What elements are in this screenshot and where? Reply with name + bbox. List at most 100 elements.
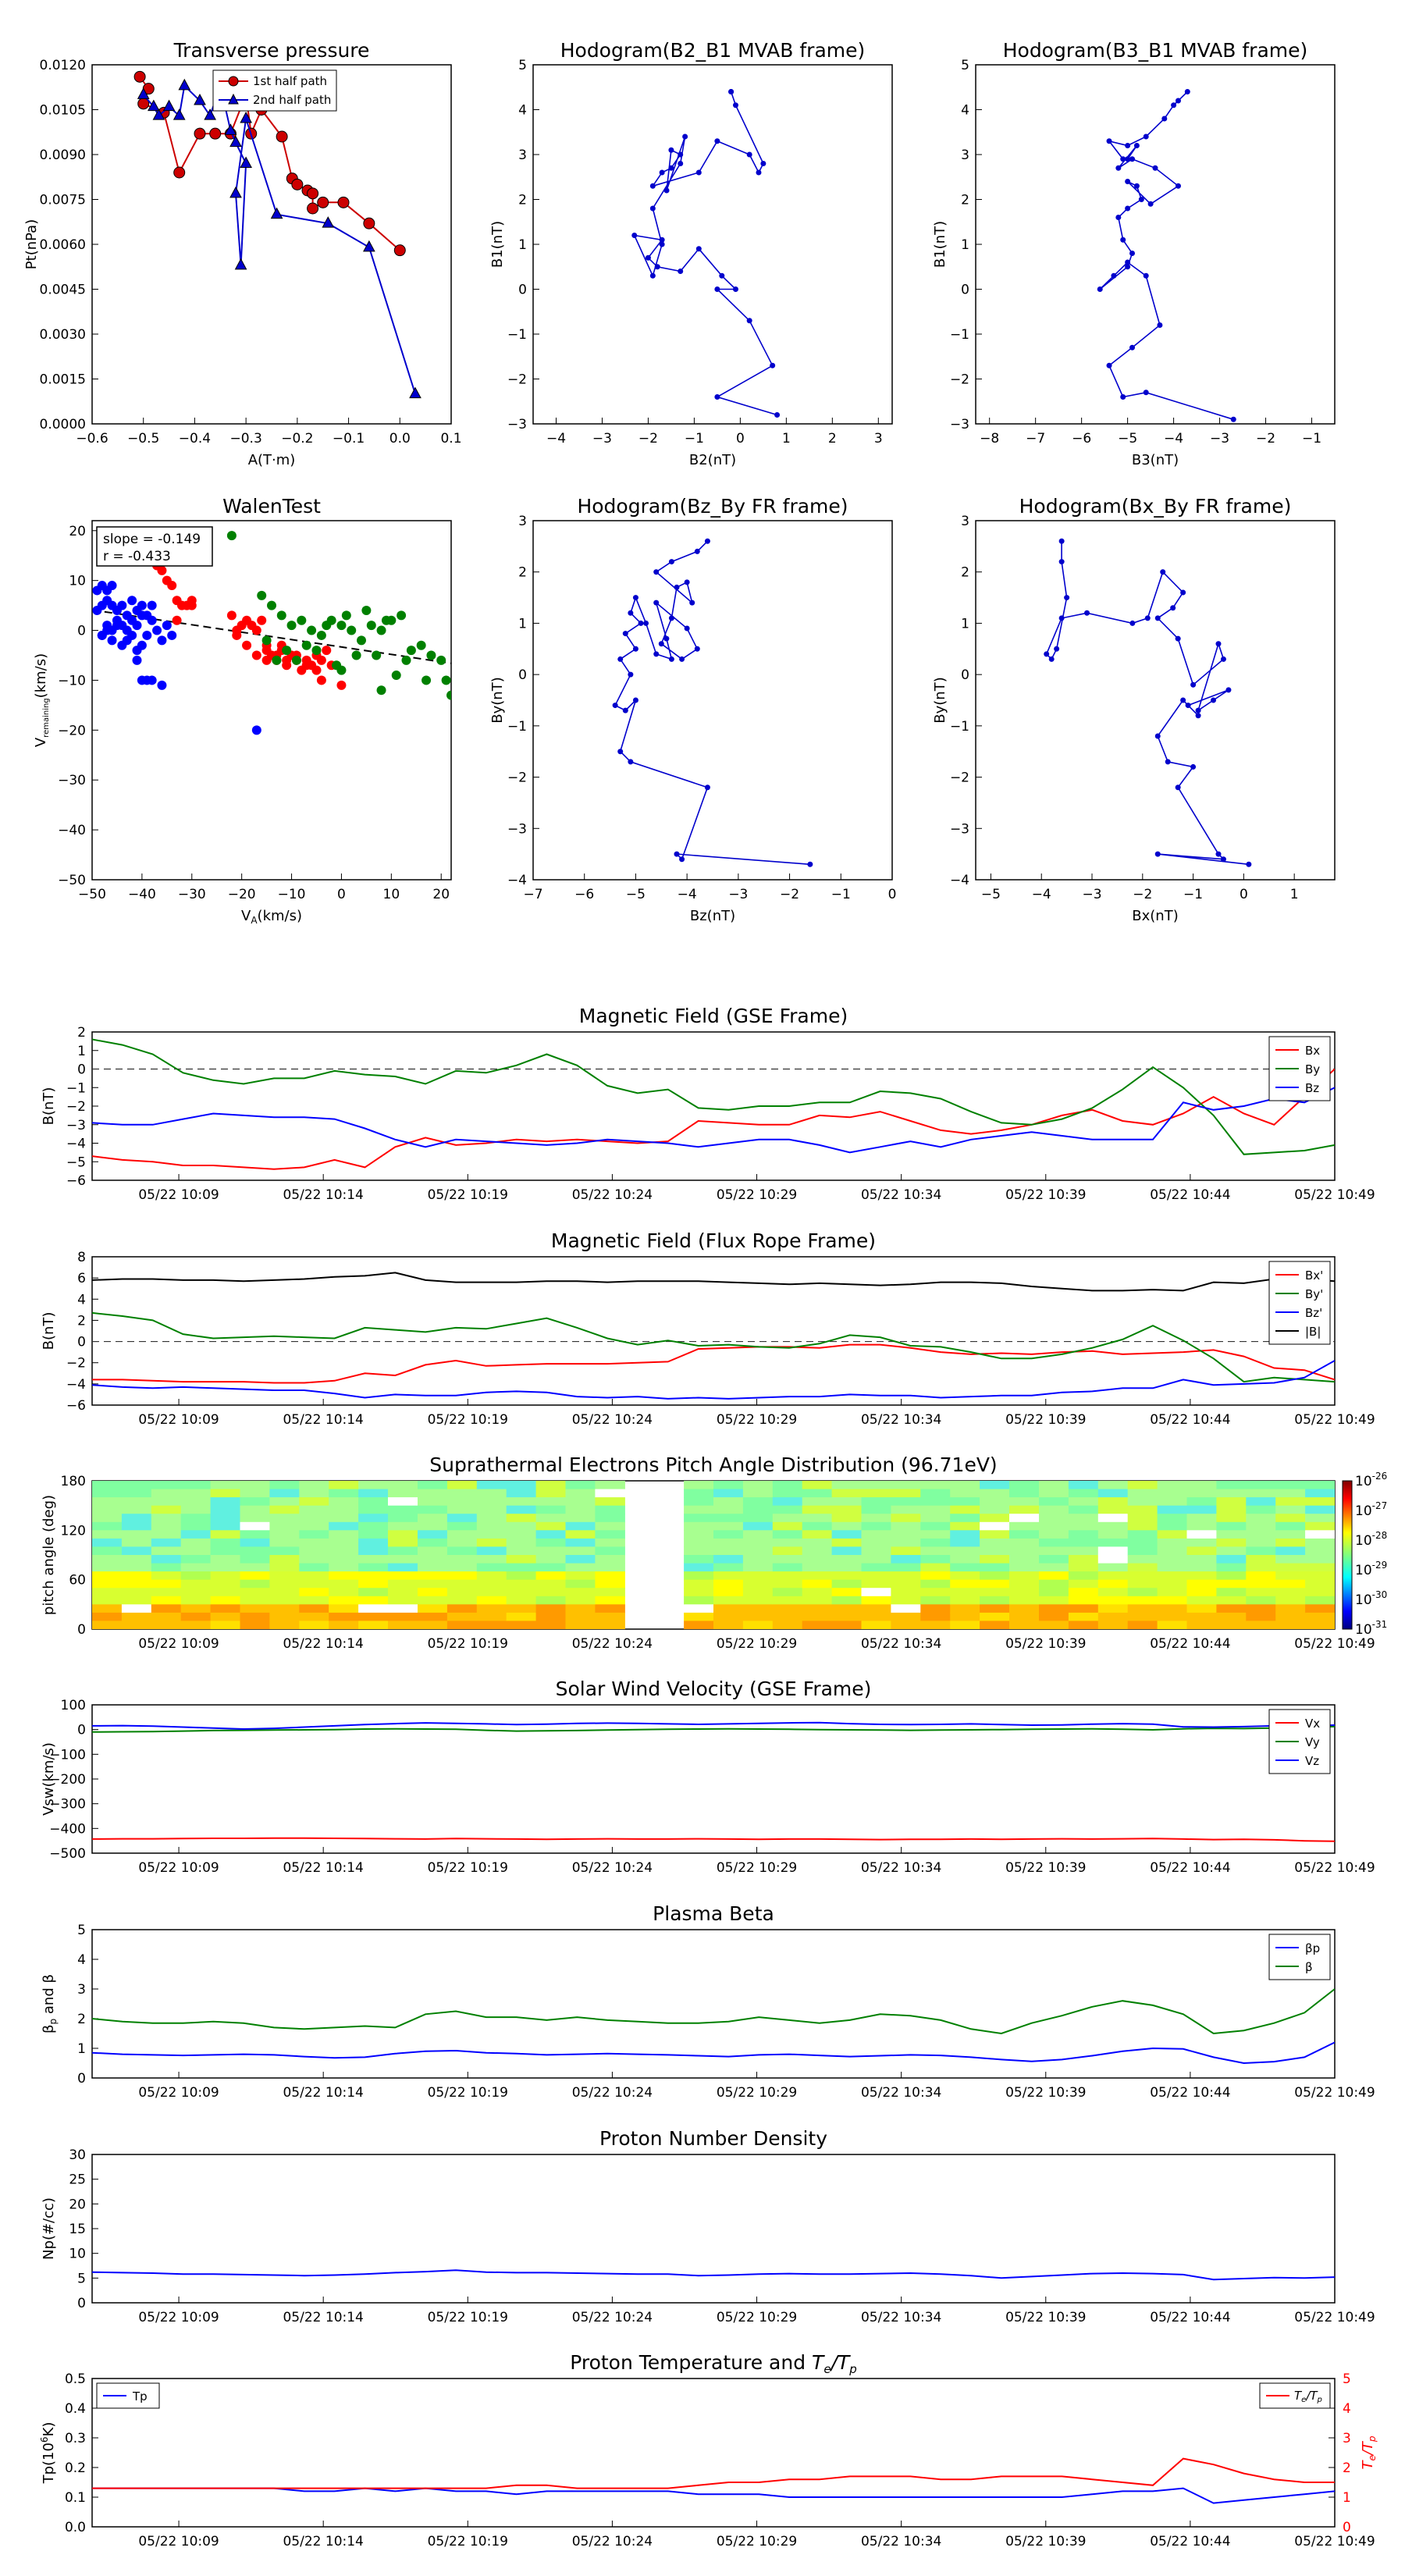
pad-cell	[1039, 1588, 1069, 1597]
pad-cell	[388, 1521, 418, 1531]
pad-cell	[446, 1481, 478, 1490]
walen-point	[172, 615, 182, 625]
pad-cell	[1039, 1530, 1069, 1539]
pad-cell	[980, 1555, 1010, 1564]
h3-point	[704, 538, 710, 544]
pad-cell	[151, 1489, 182, 1498]
walen-point	[226, 531, 237, 541]
pad-cell	[299, 1514, 329, 1523]
pad-cell	[1068, 1521, 1099, 1531]
pad-cell	[329, 1571, 359, 1581]
walen-ylabel: Vremaining(km/s)	[33, 653, 51, 747]
pad-cell	[1216, 1579, 1247, 1589]
walen-point	[127, 630, 137, 640]
pad-cell	[565, 1555, 596, 1564]
pad-cell	[713, 1521, 744, 1531]
pad-cell	[891, 1563, 921, 1572]
pad-cell	[1097, 1612, 1129, 1622]
pad-cell	[1246, 1497, 1276, 1507]
h3-ytick-label: −2	[507, 770, 527, 786]
pad-cell	[506, 1604, 537, 1614]
pad-cell	[388, 1497, 418, 1507]
h2-xtick-label: −8	[980, 431, 999, 447]
mf_gse-ylabel: B(nT)	[41, 1087, 57, 1126]
pad-cell	[151, 1579, 182, 1589]
pad-colorbar	[1342, 1480, 1353, 1630]
pad-cell	[535, 1489, 567, 1498]
tp-legend-label: 1st half path	[253, 74, 327, 88]
pad-cell	[446, 1546, 478, 1556]
pad-cell	[1068, 1563, 1099, 1572]
h4-xlabel: Bx(nT)	[1132, 908, 1178, 924]
pad-cell	[180, 1481, 212, 1490]
walen-point	[147, 675, 157, 685]
pad-cell	[329, 1555, 359, 1564]
pad-colorbar-label: 10-30	[1355, 1589, 1387, 1608]
pad-cell	[329, 1596, 359, 1605]
pad-cell	[1216, 1505, 1247, 1514]
pad-cell	[980, 1489, 1010, 1498]
walen-point	[397, 610, 407, 621]
tp-xtick-label: −0.1	[333, 431, 365, 447]
pad-cell	[151, 1481, 182, 1490]
walen-point	[267, 600, 276, 610]
pad-cell	[1275, 1563, 1306, 1572]
mf_gse-xtick-label: 05/22 10:19	[428, 1187, 508, 1203]
vsw-ytick-label: −300	[49, 1797, 86, 1813]
pad-cell	[861, 1481, 891, 1490]
walen-point	[117, 600, 127, 610]
pad-cell	[476, 1530, 507, 1539]
pad-cell	[476, 1579, 507, 1589]
mf_gse-ytick-label: −2	[66, 1099, 86, 1115]
pad-cell	[713, 1579, 744, 1589]
h3-point	[617, 656, 624, 662]
h1-xtick-label: 2	[828, 431, 837, 447]
h1-point	[649, 272, 656, 279]
h3-point	[694, 548, 700, 554]
pad-cell	[506, 1621, 537, 1629]
pad-cell	[506, 1579, 537, 1589]
pad-cell	[861, 1521, 891, 1531]
tp-xtick-label: 0.0	[389, 431, 411, 447]
h1-point	[663, 187, 670, 194]
tp2-ytick2-label: 3	[1343, 2431, 1351, 2446]
h2-point	[1129, 251, 1136, 256]
pad-cell	[950, 1612, 980, 1622]
h1-ytick-label: −1	[507, 327, 527, 343]
beta-frame	[91, 1929, 1336, 2079]
h3-xtick-label: −1	[831, 887, 851, 902]
pad-cell	[684, 1530, 714, 1539]
pad-cell	[92, 1555, 123, 1564]
walen-point	[261, 635, 272, 646]
h4-point	[1064, 595, 1070, 601]
h3-point	[679, 856, 685, 863]
pad-cell	[1009, 1621, 1040, 1629]
pad-cell	[802, 1596, 833, 1605]
h2-ytick-label: −1	[950, 327, 969, 343]
pad-cell	[1246, 1563, 1276, 1572]
pad-cell	[121, 1489, 152, 1498]
pad-cell	[1305, 1621, 1335, 1629]
pad-colorbar-exponent: -29	[1372, 1560, 1388, 1571]
tp2-legend-sub-p: p	[1317, 2396, 1322, 2404]
pad-cell	[920, 1546, 951, 1556]
pad-cell	[358, 1505, 389, 1514]
beta-ylabel-beta2: β	[41, 1974, 57, 1984]
pad-cell	[210, 1530, 241, 1539]
pad-cell	[684, 1596, 714, 1605]
pad-cell	[446, 1514, 478, 1523]
pad-cell	[1157, 1621, 1188, 1629]
beta-series-line	[92, 1988, 1335, 2035]
mf_gse-xtick-label: 05/22 10:24	[572, 1187, 653, 1203]
np-ytick-label: 10	[69, 2247, 86, 2262]
mf_fr-legend-label: Bz'	[1305, 1306, 1322, 1320]
vsw-xtick-label: 05/22 10:44	[1150, 1860, 1230, 1876]
pad-cell	[269, 1489, 300, 1498]
pad-cell	[595, 1481, 625, 1490]
pad-cell	[1009, 1579, 1040, 1589]
pad-cell	[121, 1497, 152, 1507]
pad-cell	[802, 1612, 833, 1622]
tp2-frame	[91, 2378, 1336, 2528]
tp-ytick-label: 0.0060	[40, 237, 86, 253]
